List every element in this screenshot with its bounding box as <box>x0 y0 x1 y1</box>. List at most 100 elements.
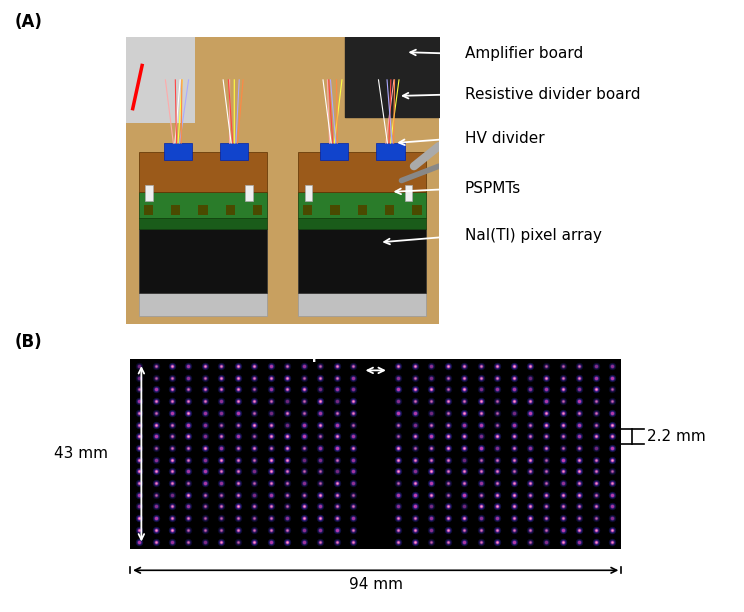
Point <box>557 466 569 476</box>
Point <box>133 408 145 418</box>
Bar <box>330 205 340 215</box>
Point <box>133 478 145 488</box>
Point <box>409 455 421 465</box>
Point <box>281 478 293 488</box>
Point <box>491 478 503 488</box>
Point <box>330 408 342 418</box>
Point <box>590 396 602 406</box>
Point <box>574 537 586 547</box>
Point <box>458 408 470 418</box>
Point <box>426 384 437 394</box>
Point <box>426 420 437 430</box>
Point <box>314 420 326 430</box>
Point <box>491 513 503 523</box>
Point <box>133 525 145 535</box>
Point <box>216 455 228 465</box>
Point <box>458 373 470 382</box>
Point <box>248 455 260 465</box>
Point <box>426 455 437 465</box>
Point <box>330 361 342 371</box>
Text: (B): (B) <box>15 333 42 351</box>
Text: HV divider: HV divider <box>465 130 545 146</box>
Point <box>442 502 454 512</box>
Point <box>541 420 553 430</box>
Point <box>232 455 244 465</box>
Point <box>150 455 161 465</box>
Point <box>166 513 178 523</box>
Point <box>590 502 602 512</box>
Point <box>330 502 342 512</box>
Point <box>232 420 244 430</box>
Point <box>166 525 178 535</box>
Point <box>248 361 260 371</box>
Point <box>265 502 277 512</box>
Point <box>507 513 519 523</box>
Point <box>590 537 602 547</box>
Point <box>248 525 260 535</box>
Point <box>524 502 536 512</box>
Point <box>491 420 503 430</box>
Point <box>347 502 359 512</box>
Point <box>606 490 618 499</box>
Point <box>199 537 211 547</box>
Point <box>574 478 586 488</box>
Point <box>265 502 277 512</box>
Point <box>557 455 569 465</box>
Point <box>524 420 536 430</box>
Point <box>606 537 618 547</box>
Point <box>524 384 536 394</box>
Point <box>265 373 277 382</box>
Point <box>150 431 161 441</box>
Point <box>409 455 421 465</box>
Point <box>393 361 405 371</box>
Point <box>347 420 359 430</box>
Point <box>298 466 310 476</box>
Point <box>557 455 569 465</box>
Point <box>133 396 145 406</box>
Point <box>557 466 569 476</box>
Point <box>606 361 618 371</box>
Point <box>574 431 586 441</box>
Point <box>150 420 161 430</box>
Point <box>606 455 618 465</box>
Point <box>475 513 487 523</box>
Bar <box>199 205 208 215</box>
Point <box>442 373 454 382</box>
Point <box>442 490 454 499</box>
Point <box>199 455 211 465</box>
Point <box>330 478 342 488</box>
Point <box>314 396 326 406</box>
Point <box>524 455 536 465</box>
Point <box>574 384 586 394</box>
Point <box>133 361 145 371</box>
Point <box>248 408 260 418</box>
Point <box>524 420 536 430</box>
Point <box>491 478 503 488</box>
Point <box>330 361 342 371</box>
Point <box>199 373 211 382</box>
Point <box>458 396 470 406</box>
Point <box>281 490 293 499</box>
Point <box>574 373 586 382</box>
Text: Resistive divider board: Resistive divider board <box>465 87 641 102</box>
Point <box>507 455 519 465</box>
Point <box>232 373 244 382</box>
Point <box>458 384 470 394</box>
Point <box>458 455 470 465</box>
Point <box>458 525 470 535</box>
Point <box>314 490 326 499</box>
Point <box>182 478 194 488</box>
Point <box>248 478 260 488</box>
Point <box>524 443 536 453</box>
Point <box>182 373 194 382</box>
Point <box>166 502 178 512</box>
Point <box>426 384 437 394</box>
Point <box>491 466 503 476</box>
Point <box>281 396 293 406</box>
Point <box>458 443 470 453</box>
Point <box>330 408 342 418</box>
Point <box>133 525 145 535</box>
Point <box>475 384 487 394</box>
Point <box>248 537 260 547</box>
Point <box>166 431 178 441</box>
